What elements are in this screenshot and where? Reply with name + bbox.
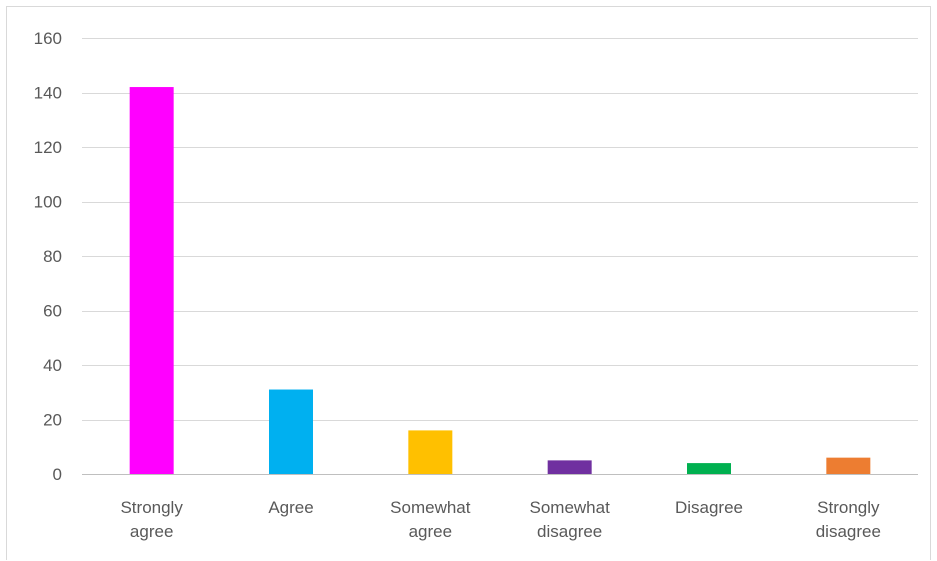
y-tick-label: 60 [43, 302, 62, 321]
y-tick-label: 0 [53, 465, 62, 484]
x-tick-label: Strongly agree [120, 498, 183, 541]
bar [826, 457, 871, 474]
bar [408, 430, 453, 474]
bars [129, 87, 871, 475]
bar [269, 389, 313, 474]
x-tick-label: Somewhat agree [390, 498, 471, 541]
x-tick-label: Disagree [675, 498, 743, 517]
x-tick-label: Somewhat disagree [530, 498, 611, 541]
bar [547, 460, 592, 474]
bar [687, 463, 731, 474]
y-tick-label: 80 [43, 247, 62, 266]
bar [129, 87, 174, 475]
x-axis-ticks: Strongly agree Agree Somewhat agree Somewhat d… [120, 498, 880, 541]
chart-area [6, 6, 931, 560]
x-tick-label: Agree [268, 498, 313, 517]
y-tick-label: 100 [34, 193, 62, 212]
y-tick-label: 160 [34, 29, 62, 48]
y-tick-label: 120 [34, 138, 62, 157]
y-tick-label: 40 [43, 356, 62, 375]
y-tick-label: 140 [34, 84, 62, 103]
y-axis-ticks: 0 20 40 60 80 100 120 140 160 [34, 29, 62, 484]
gridlines [82, 38, 918, 475]
y-tick-label: 20 [43, 411, 62, 430]
x-tick-label: Strongly disagree [816, 498, 881, 541]
